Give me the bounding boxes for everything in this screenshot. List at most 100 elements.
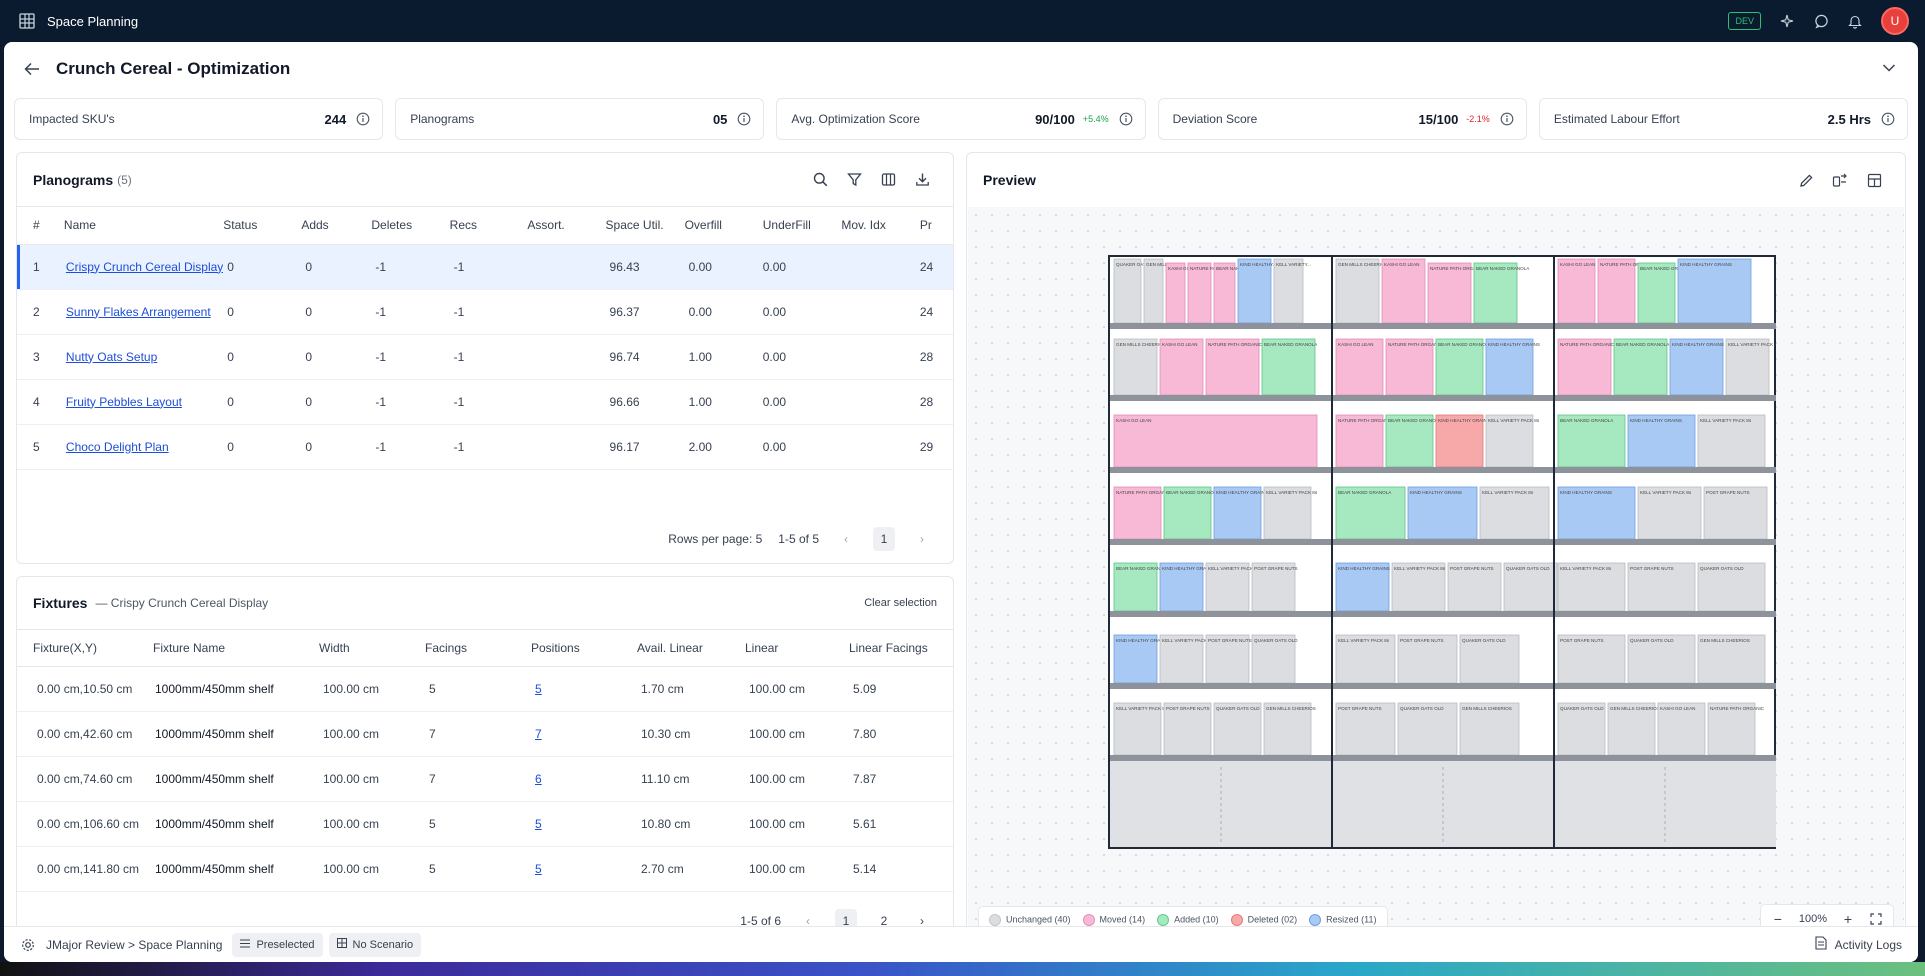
product-facing[interactable]: NATURE PATH ORGANIC	[1597, 258, 1655, 324]
column-header[interactable]: Fixture(X,Y)	[17, 629, 153, 667]
product-facing[interactable]: BEAR NAKED GRANOLA	[1473, 262, 1530, 324]
product-facing[interactable]: POST GRAPE NUTS	[1163, 702, 1212, 756]
clear-selection-button[interactable]: Clear selection	[864, 597, 937, 609]
column-header[interactable]: Pr	[919, 207, 953, 245]
chevron-right-icon[interactable]: ›	[920, 532, 924, 546]
product-facing[interactable]: KELL VARIETY PACK 8s	[1637, 486, 1702, 540]
product-facing[interactable]: KELL VARIETY PACK 8s	[1725, 338, 1776, 396]
product-facing[interactable]: KASHI GO LEAN	[1335, 338, 1384, 396]
info-icon[interactable]	[1881, 112, 1895, 126]
product-facing[interactable]: KELL VARIETY PACK 8s	[1113, 702, 1168, 756]
column-header[interactable]: Status	[223, 207, 302, 245]
product-facing[interactable]: KELL VARIETY PACK 8s	[1697, 414, 1766, 468]
bell-icon[interactable]	[1847, 13, 1863, 29]
chat-icon[interactable]	[1813, 13, 1829, 29]
product-facing[interactable]: BEAR NAKED GRANOLA	[1335, 486, 1406, 540]
positions-link[interactable]: 5	[535, 817, 542, 831]
column-header[interactable]: Overfill	[684, 207, 763, 245]
columns-icon[interactable]	[879, 171, 897, 189]
table-row[interactable]: 0.00 cm,74.60 cm 1000mm/450mm shelf 100.00…	[17, 756, 953, 802]
product-facing[interactable]: KIND HEALTHY GRAINS	[1557, 486, 1636, 540]
product-facing[interactable]: QUAKER OATS OLD	[1459, 634, 1520, 684]
product-facing[interactable]: GEN MILLS CHEERIOS	[1113, 338, 1166, 396]
product-facing[interactable]: NATURE PATH ORGANIC	[1385, 338, 1443, 396]
product-facing[interactable]: QUAKER OATS OLD	[1213, 702, 1262, 756]
compare-icon[interactable]	[1831, 171, 1849, 189]
table-row[interactable]: 3 Nutty Oats Setup 0 0 -1 -1 96.74 1.00 0.00 28	[17, 334, 953, 380]
product-facing[interactable]: KELL VARIETY PACK 8s	[1391, 562, 1446, 612]
info-icon[interactable]	[1500, 112, 1514, 126]
rows-per-page[interactable]: Rows per page: 5	[668, 532, 763, 546]
column-header[interactable]: Assort.	[527, 207, 606, 245]
info-icon[interactable]	[737, 112, 751, 126]
product-facing[interactable]: QUAKER OATS OLD	[1503, 562, 1558, 612]
info-icon[interactable]	[1119, 112, 1133, 126]
product-facing[interactable]: KASHI GO LEAN	[1557, 258, 1596, 324]
product-facing[interactable]: KASHI GO LEAN	[1113, 414, 1318, 468]
zoom-out-icon[interactable]: −	[1773, 911, 1782, 927]
column-header[interactable]: Linear Facings	[849, 629, 953, 667]
product-facing[interactable]: BEAR NAKED GRANOLA	[1113, 562, 1170, 612]
positions-link[interactable]: 7	[535, 727, 542, 741]
product-facing[interactable]: BEAR NAKED GRANOLA	[1261, 338, 1318, 396]
product-facing[interactable]: KIND HEALTHY GRAINS	[1677, 258, 1752, 324]
positions-link[interactable]: 6	[535, 772, 542, 786]
product-facing[interactable]: QUAKER OATS OLD	[1113, 258, 1160, 324]
filter-icon[interactable]	[845, 171, 863, 189]
product-facing[interactable]: POST GRAPE NUTS	[1703, 486, 1768, 540]
activity-logs-button[interactable]: Activity Logs	[1815, 936, 1902, 953]
table-row[interactable]: 5 Choco Delight Plan 0 0 -1 -1 96.17 2.00 0.00 29	[17, 424, 953, 470]
product-facing[interactable]: KASHI GO LEAN	[1381, 258, 1426, 324]
column-header[interactable]: Space Util.	[605, 207, 685, 245]
product-facing[interactable]: NATURE PATH ORGANIC	[1557, 338, 1615, 396]
column-header[interactable]: Linear	[745, 629, 849, 667]
table-row[interactable]: 0.00 cm,141.80 cm 1000mm/450mm shelf 100.0…	[17, 846, 953, 892]
breadcrumb[interactable]: JMajor Review > Space Planning	[46, 937, 223, 952]
table-row[interactable]: 0.00 cm,42.60 cm 1000mm/450mm shelf 100.00…	[17, 711, 953, 757]
product-facing[interactable]: KIND HEALTHY GRAINS	[1407, 486, 1478, 540]
product-facing[interactable]: POST GRAPE NUTS	[1251, 562, 1298, 612]
product-facing[interactable]: KELL VARIETY PACK 8s	[1479, 486, 1550, 540]
product-facing[interactable]: KELL VARIETY PACK 8s	[1159, 634, 1214, 684]
product-facing[interactable]: QUAKER OATS OLD	[1397, 702, 1458, 756]
planogram-name-link[interactable]: Fruity Pebbles Layout	[65, 394, 182, 409]
column-header[interactable]: Width	[319, 629, 425, 667]
product-facing[interactable]: GEN MILLS CHEERIOS	[1697, 634, 1766, 684]
product-facing[interactable]: POST GRAPE NUTS	[1397, 634, 1458, 684]
planogram-name-link[interactable]: Crispy Crunch Cereal Display	[65, 259, 224, 274]
product-facing[interactable]: BEAR NAKED GRANOLA	[1163, 486, 1220, 540]
app-grid-icon[interactable]	[17, 11, 37, 31]
layout-icon[interactable]	[1865, 171, 1883, 189]
column-header[interactable]: UnderFill	[762, 207, 842, 245]
product-facing[interactable]: KELL VARIETY PACK 8s	[1263, 486, 1318, 540]
chevron-left-icon[interactable]: ‹	[806, 914, 810, 928]
product-facing[interactable]: GEN MILLS CHEERIOS	[1607, 702, 1660, 756]
product-facing[interactable]: QUAKER OATS OLD	[1697, 562, 1766, 612]
product-facing[interactable]: KELL VARIETY PACK 8s	[1485, 414, 1540, 468]
column-header[interactable]: Mov. Idx	[841, 207, 920, 245]
product-facing[interactable]: NATURE PATH ORGANIC	[1427, 262, 1485, 324]
product-facing[interactable]: NATURE PATH ORGANIC	[1335, 414, 1393, 468]
product-facing[interactable]: POST GRAPE NUTS	[1335, 702, 1396, 756]
column-header[interactable]: #	[17, 207, 64, 245]
column-header[interactable]: Recs	[449, 207, 528, 245]
preview-canvas[interactable]: QUAKER OATS OLD GEN MILLS... KASHI GO... NA…	[968, 207, 1904, 944]
product-facing[interactable]: BEAR NAKED GRANOLA	[1435, 338, 1492, 396]
table-row[interactable]: 0.00 cm,10.50 cm 1000mm/450mm shelf 100.00…	[17, 666, 953, 712]
chevron-left-icon[interactable]: ‹	[844, 532, 848, 546]
sparkle-icon[interactable]	[1779, 13, 1795, 29]
product-facing[interactable]: KIND HEALTHY GRAINS	[1113, 634, 1168, 684]
column-header[interactable]: Deletes	[371, 207, 450, 245]
product-facing[interactable]: KASHI GO LEAN	[1657, 702, 1706, 756]
table-row[interactable]: 1 Crispy Crunch Cereal Display 0 0 -1 -1 96.43…	[17, 244, 953, 290]
column-header[interactable]: Avail. Linear	[637, 629, 745, 667]
product-facing[interactable]: KIND HEALTHY...	[1237, 258, 1276, 324]
product-facing[interactable]: KIND HEALTHY GRAINS	[1435, 414, 1490, 468]
preselected-chip[interactable]: Preselected	[232, 932, 323, 957]
product-facing[interactable]: POST GRAPE NUTS	[1447, 562, 1502, 612]
product-facing[interactable]: NATURE PATH ORGANIC	[1707, 702, 1765, 756]
column-header[interactable]: Fixture Name	[153, 629, 319, 667]
product-facing[interactable]: BEAR NAKED GRANOLA	[1613, 338, 1670, 396]
search-icon[interactable]	[811, 171, 829, 189]
